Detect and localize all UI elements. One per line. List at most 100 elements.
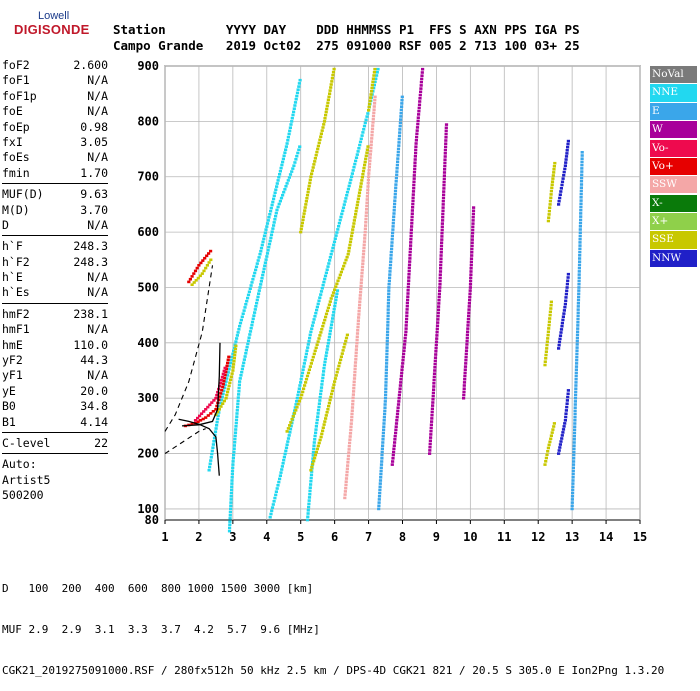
echo-point [313, 453, 318, 457]
echo-point [207, 468, 211, 472]
echo-point [430, 410, 434, 414]
echo-point [370, 137, 374, 140]
echo-point [286, 135, 290, 139]
echo-point [361, 256, 365, 259]
echo-point [353, 364, 357, 367]
echo-point [572, 457, 576, 460]
echo-point [366, 191, 370, 195]
echo-point [259, 249, 263, 253]
echo-point [283, 452, 287, 456]
echo-point [545, 340, 549, 343]
echo-point [331, 73, 335, 77]
echo-point [468, 286, 472, 289]
param-value: 20.0 [80, 383, 108, 398]
header-keys: Station YYYY DAY DDD HHMMSS P1 FFS S AXN… [113, 22, 580, 37]
echo-point [440, 235, 444, 238]
echo-point [356, 319, 360, 322]
echo-point [408, 253, 412, 257]
echo-point [432, 382, 436, 385]
echo-point [309, 175, 313, 178]
echo-point [388, 263, 393, 267]
echo-point [410, 218, 414, 222]
echo-point [231, 460, 235, 463]
echo-point [552, 165, 556, 168]
echo-point [550, 180, 555, 183]
echo-point [467, 308, 471, 311]
echo-point [578, 244, 582, 247]
echo-point [385, 355, 389, 359]
echo-point [305, 374, 310, 378]
echo-point [206, 414, 210, 417]
echo-point [378, 488, 382, 492]
echo-point [574, 393, 578, 397]
echo-point [321, 126, 325, 129]
echo-point [321, 373, 325, 376]
echo-point [300, 221, 304, 225]
echo-point [440, 231, 444, 235]
echo-point [402, 349, 406, 352]
echo-point [309, 330, 313, 334]
echo-point [311, 462, 315, 466]
echo-point [316, 408, 321, 412]
param-name: B1 [2, 414, 16, 429]
echo-point [359, 182, 363, 185]
echo-point [229, 358, 233, 362]
echo-point [359, 290, 363, 294]
param-row: D N/A [2, 218, 108, 233]
echo-point [292, 164, 296, 167]
echo-point [373, 67, 377, 71]
echo-point [335, 292, 339, 295]
echo-point [357, 194, 361, 198]
echo-point [215, 424, 219, 427]
echo-point [343, 490, 347, 493]
echo-point [312, 352, 316, 356]
x-tick-label: 5 [297, 530, 304, 544]
echo-point [315, 421, 319, 425]
echo-point [315, 305, 319, 309]
echo-point [386, 305, 390, 308]
echo-point [285, 142, 289, 145]
echo-point [200, 272, 204, 275]
echo-point [289, 421, 293, 424]
echo-point [236, 396, 240, 399]
echo-point [396, 160, 400, 164]
echo-point [308, 178, 312, 182]
echo-point [288, 126, 292, 129]
echo-point [305, 193, 310, 197]
echo-point [282, 458, 286, 462]
echo-point [366, 178, 370, 182]
echo-point [444, 123, 449, 126]
echo-point [260, 276, 264, 280]
y-tick-label: 500 [137, 280, 159, 294]
echo-point [572, 444, 576, 447]
echo-point [227, 368, 231, 371]
echo-point [295, 400, 299, 403]
echo-point [207, 252, 211, 255]
echo-point [265, 255, 269, 258]
echo-point [392, 205, 396, 209]
echo-point [347, 249, 351, 253]
echo-point [281, 160, 285, 164]
echo-point [350, 415, 354, 419]
echo-point [436, 308, 441, 312]
echo-point [274, 188, 278, 191]
echo-point [407, 269, 411, 273]
echo-point [549, 303, 553, 307]
echo-point [430, 413, 434, 417]
param-separator [2, 302, 108, 304]
echo-point [241, 364, 245, 368]
echo-point [306, 509, 310, 512]
echo-point [337, 225, 341, 228]
echo-point [406, 285, 410, 289]
echo-point [269, 206, 273, 210]
echo-point [364, 214, 368, 218]
param-name: D [2, 217, 9, 232]
echo-point [209, 249, 213, 253]
echo-point [332, 307, 336, 311]
echo-point [543, 363, 547, 367]
echo-point [441, 203, 445, 206]
echo-point [580, 160, 584, 164]
echo-point [377, 498, 381, 501]
echo-point [573, 400, 577, 403]
echo-point [230, 469, 235, 473]
